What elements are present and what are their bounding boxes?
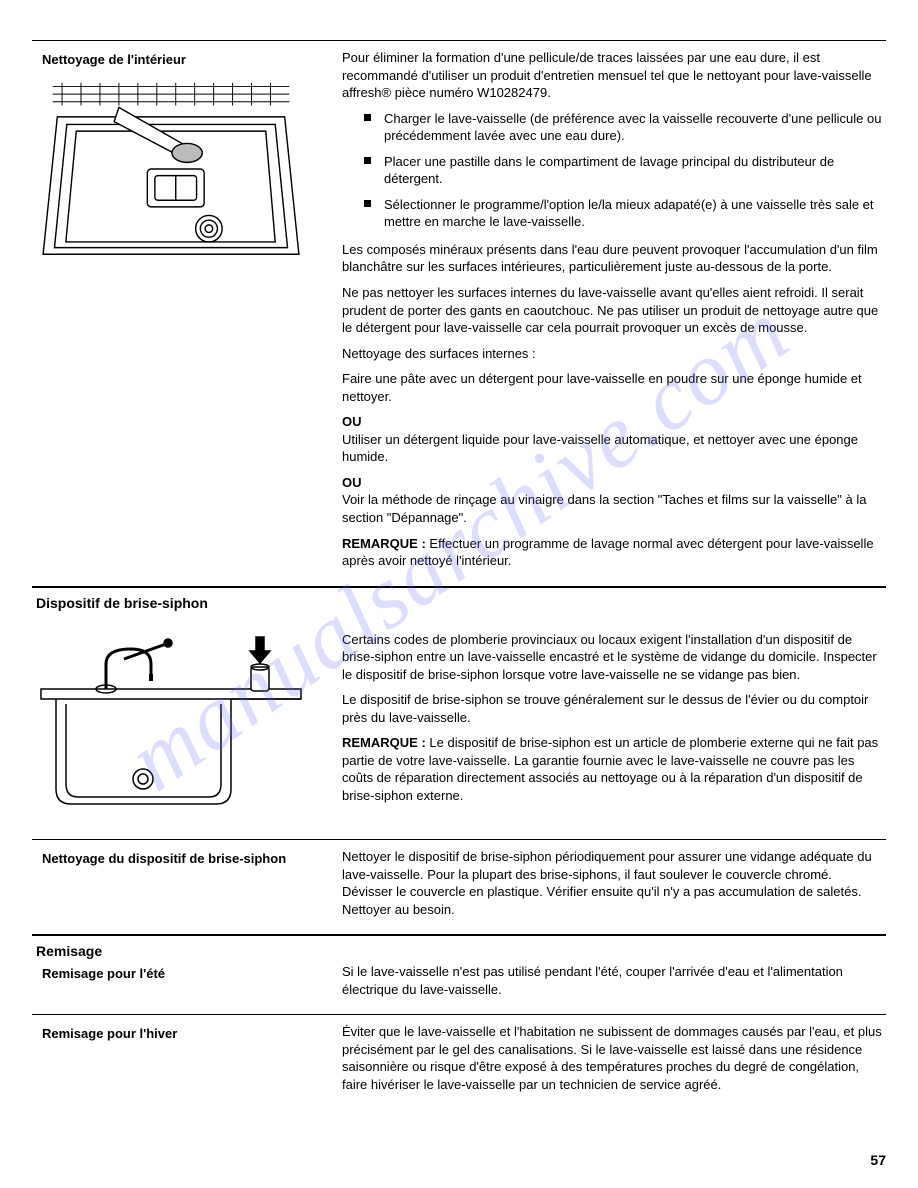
ou-label: OU bbox=[342, 414, 362, 429]
body-text: OU Voir la méthode de rinçage au vinaigr… bbox=[342, 474, 886, 527]
body-text: Les composés minéraux présents dans l'ea… bbox=[342, 241, 886, 276]
heading-storage: Remisage bbox=[32, 938, 886, 963]
body-text: Éviter que le lave-vaisselle et l'habita… bbox=[342, 1023, 886, 1093]
heading-interior: Nettoyage de l'intérieur bbox=[32, 49, 332, 71]
body-text: OU Utiliser un détergent liquide pour la… bbox=[342, 413, 886, 466]
section-siphon: Certains codes de plomberie provinciaux … bbox=[32, 615, 886, 838]
body-text: Faire une pâte avec un détergent pour la… bbox=[342, 370, 886, 405]
figure-dishwasher-interior bbox=[36, 79, 306, 259]
body-text: Nettoyer le dispositif de brise-siphon p… bbox=[342, 848, 886, 918]
divider bbox=[32, 839, 886, 840]
heading-winter: Remisage pour l'hiver bbox=[32, 1023, 332, 1045]
remark-label: REMARQUE : bbox=[342, 735, 426, 750]
ou-label: OU bbox=[342, 475, 362, 490]
divider bbox=[32, 1014, 886, 1015]
intro-text: Pour éliminer la formation d'une pellicu… bbox=[342, 49, 886, 102]
heading-siphon: Dispositif de brise-siphon bbox=[32, 590, 886, 615]
section-winter-storage: Remisage pour l'hiver Éviter que le lave… bbox=[32, 1017, 886, 1107]
section-siphon-cleaning: Nettoyage du dispositif de brise-siphon … bbox=[32, 842, 886, 932]
divider-thick bbox=[32, 934, 886, 936]
section-interior-cleaning: Nettoyage de l'intérieur bbox=[32, 43, 886, 584]
ou-text: Voir la méthode de rinçage au vinaigre d… bbox=[342, 492, 866, 525]
bullet-list: Charger le lave-vaisselle (de préférence… bbox=[342, 110, 886, 231]
figure-sink-airgap bbox=[36, 629, 306, 819]
bullet-item: Sélectionner le programme/l'option le/la… bbox=[364, 196, 886, 231]
divider bbox=[32, 40, 886, 41]
ou-text: Utiliser un détergent liquide pour lave-… bbox=[342, 432, 858, 465]
body-text: Ne pas nettoyer les surfaces internes du… bbox=[342, 284, 886, 337]
divider-thick bbox=[32, 586, 886, 588]
body-text: Certains codes de plomberie provinciaux … bbox=[342, 631, 886, 684]
section-summer-storage: Remisage pour l'été Si le lave-vaisselle… bbox=[32, 963, 886, 1012]
body-text: Le dispositif de brise-siphon se trouve … bbox=[342, 691, 886, 726]
bullet-item: Placer une pastille dans le compartiment… bbox=[364, 153, 886, 188]
bullet-item: Charger le lave-vaisselle (de préférence… bbox=[364, 110, 886, 145]
body-text: Nettoyage des surfaces internes : bbox=[342, 345, 886, 363]
remark-text: REMARQUE : Effectuer un programme de lav… bbox=[342, 535, 886, 570]
body-text: Si le lave-vaisselle n'est pas utilisé p… bbox=[342, 963, 886, 998]
heading-siphon-cleaning: Nettoyage du dispositif de brise-siphon bbox=[32, 848, 332, 870]
heading-summer: Remisage pour l'été bbox=[32, 963, 332, 985]
remark-label: REMARQUE : bbox=[342, 536, 426, 551]
page-number: 57 bbox=[870, 1151, 886, 1170]
remark-text: REMARQUE : Le dispositif de brise-siphon… bbox=[342, 734, 886, 804]
